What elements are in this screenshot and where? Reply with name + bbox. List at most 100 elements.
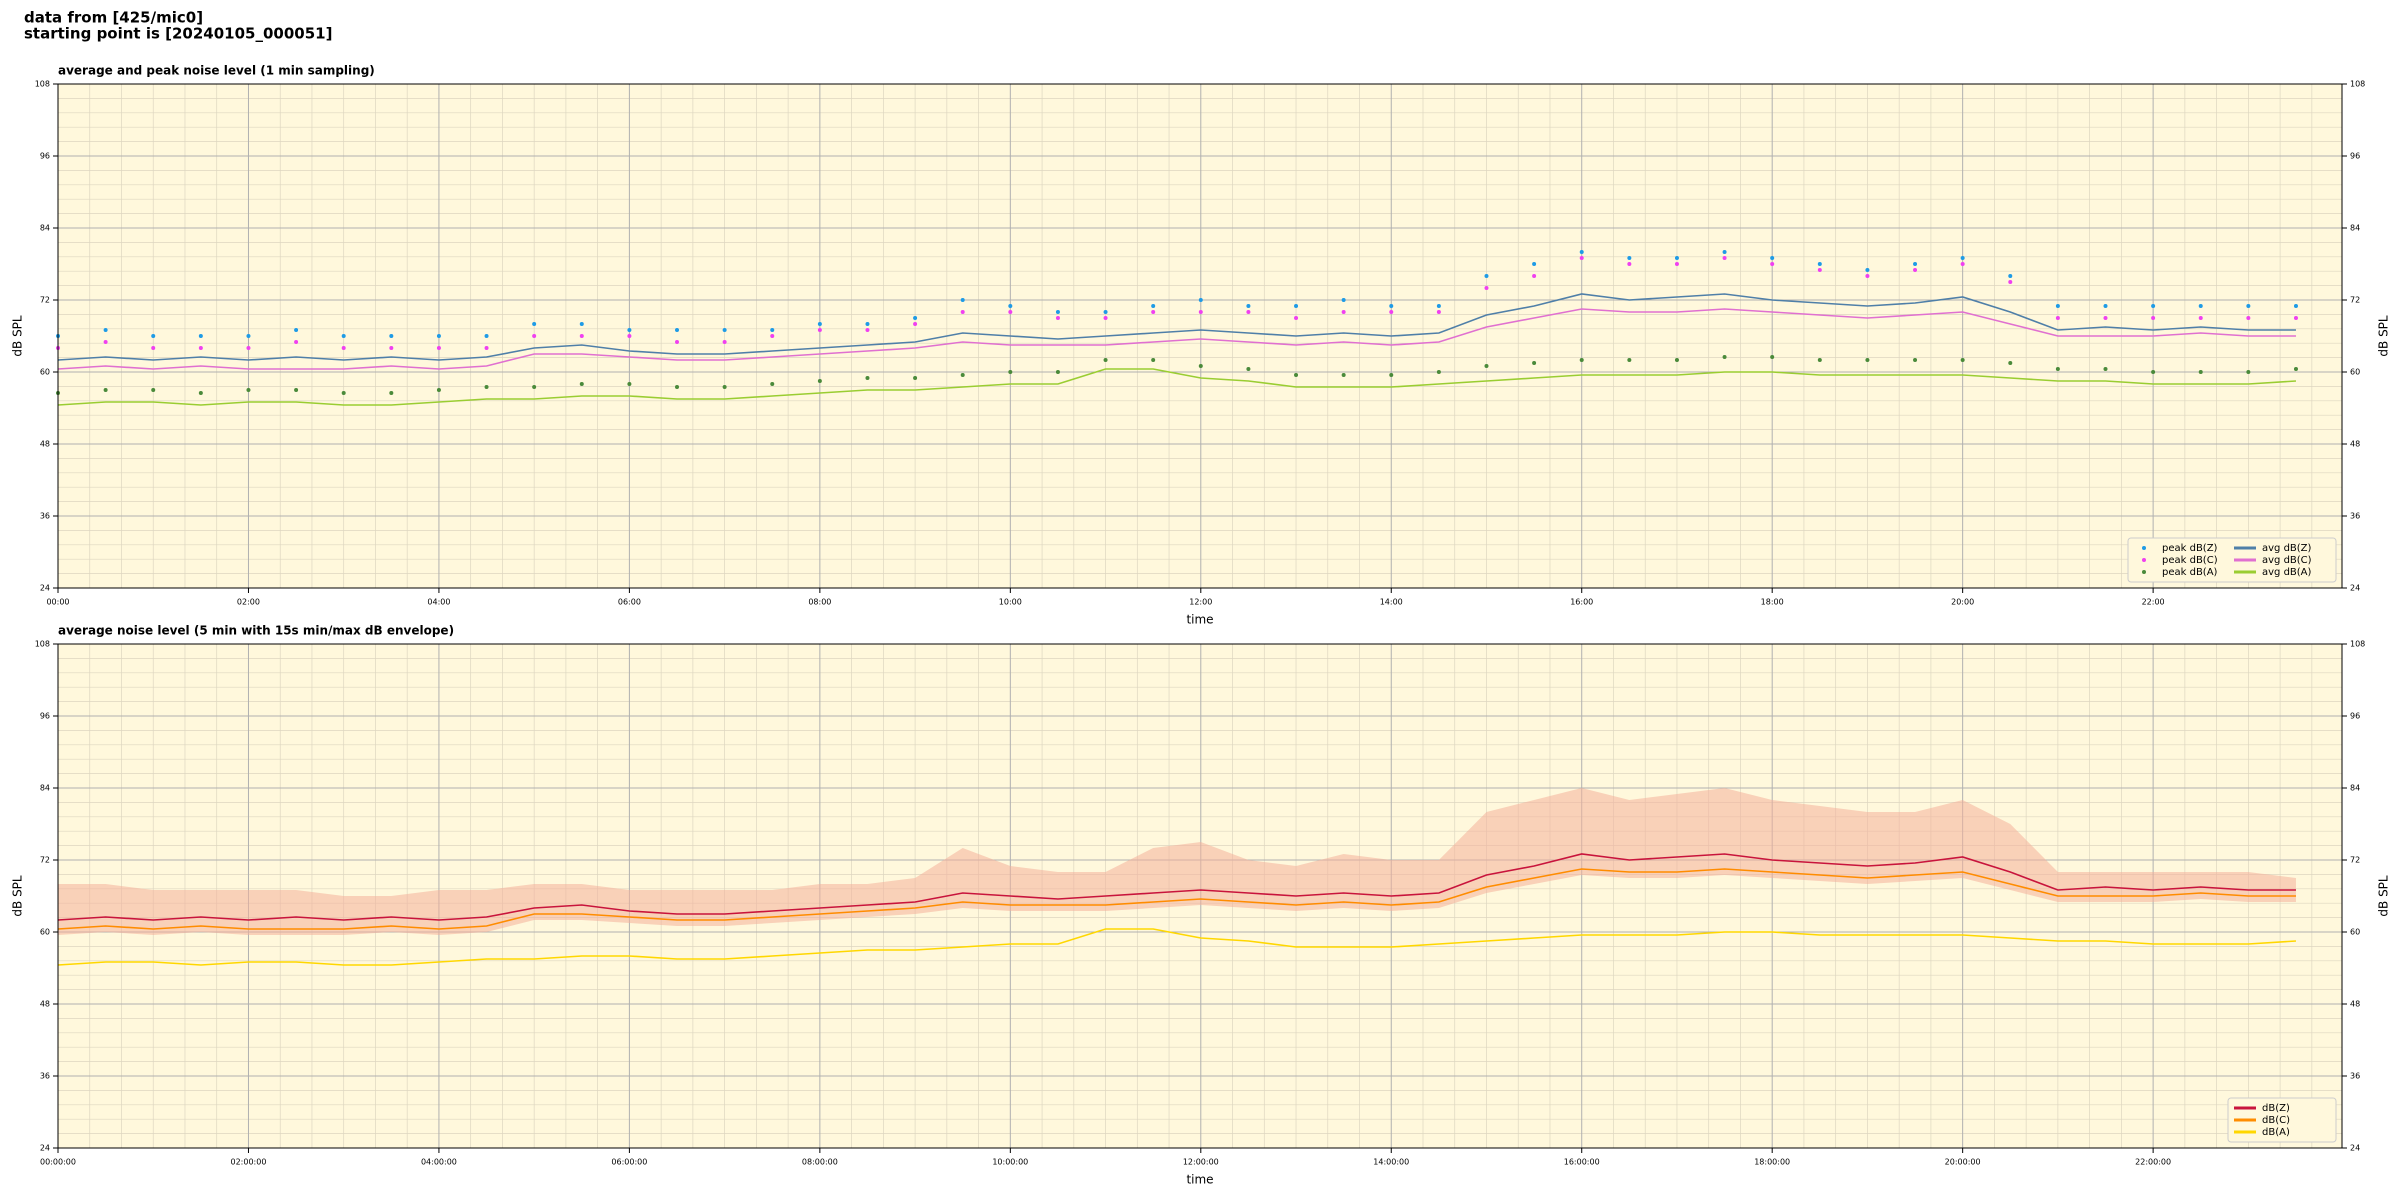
point [103, 328, 108, 332]
point [960, 373, 965, 377]
point [1960, 262, 1965, 266]
point [579, 382, 584, 386]
point [1674, 262, 1679, 266]
point [2151, 304, 2156, 308]
y-tick-label: 60 [2350, 368, 2360, 377]
point [1436, 310, 1441, 314]
point [1389, 310, 1394, 314]
y-tick-label: 108 [2350, 80, 2365, 89]
y-tick-label: 48 [2350, 1000, 2360, 1009]
y-tick-label: 24 [2350, 584, 2360, 593]
frame [57, 83, 2343, 589]
point [246, 388, 251, 392]
point [1627, 262, 1632, 266]
point [1198, 310, 1203, 314]
point [1341, 310, 1346, 314]
point [2055, 367, 2060, 371]
x-tick-label: 14:00:00 [1373, 1158, 1409, 1167]
point [627, 382, 632, 386]
line [57, 853, 2296, 921]
point [1151, 358, 1156, 362]
y-tick-label: 36 [2350, 512, 2360, 521]
y-tick-label: 84 [40, 784, 50, 793]
legend-label: dB(C) [2262, 1115, 2290, 1126]
point [1055, 310, 1060, 314]
point [2151, 370, 2156, 374]
point [246, 334, 251, 338]
point [532, 334, 537, 338]
point [1770, 256, 1775, 260]
legend-label: peak dB(Z) [2162, 543, 2218, 554]
point [2151, 316, 2156, 320]
point [1294, 304, 1299, 308]
point [2008, 361, 2013, 365]
point [341, 334, 346, 338]
point [1722, 256, 1727, 260]
y-axis-label: dB SPL [2377, 875, 2391, 917]
y-tick-label: 36 [2350, 1072, 2360, 1081]
point [722, 385, 727, 389]
point [103, 388, 108, 392]
chart-title: average noise level (5 min with 15s min/… [58, 624, 454, 638]
chart-title: average and peak noise level (1 min samp… [58, 64, 375, 78]
line [57, 368, 2297, 406]
point [198, 391, 203, 395]
point [1865, 274, 1870, 278]
y-tick-label: 72 [2350, 856, 2360, 865]
point [151, 388, 156, 392]
plot-area [58, 84, 2342, 588]
point [2103, 316, 2108, 320]
point [1246, 310, 1251, 314]
point [1055, 316, 1060, 320]
x-tick-label: 14:00 [1380, 598, 1403, 607]
y-tick-label: 36 [40, 1072, 50, 1081]
line [57, 928, 2297, 966]
point [1817, 268, 1822, 272]
point [722, 328, 727, 332]
point [1389, 373, 1394, 377]
legend-box [2127, 537, 2337, 583]
point [1865, 268, 1870, 272]
point [675, 385, 680, 389]
y-tick-label: 84 [2350, 224, 2360, 233]
y-tick-label: 60 [40, 368, 50, 377]
line [57, 293, 2296, 361]
point [770, 334, 775, 338]
point [960, 298, 965, 302]
x-tick-label: 18:00 [1761, 598, 1784, 607]
x-tick-label: 06:00 [618, 598, 641, 607]
point [770, 382, 775, 386]
point [1579, 250, 1584, 254]
y-tick-label: 72 [2350, 296, 2360, 305]
legend-label: dB(Z) [2262, 1103, 2290, 1114]
y-tick-label: 96 [2350, 712, 2360, 721]
x-tick-label: 08:00 [808, 598, 831, 607]
point [1198, 298, 1203, 302]
point [198, 334, 203, 338]
point [817, 328, 822, 332]
legend-label: avg dB(C) [2262, 555, 2312, 566]
point [770, 328, 775, 332]
point [484, 346, 489, 350]
point [1341, 298, 1346, 302]
point [294, 340, 299, 344]
point [1722, 355, 1727, 359]
point [1389, 304, 1394, 308]
x-tick-label: 10:00 [999, 598, 1022, 607]
legend-swatch [2142, 546, 2146, 550]
point [1579, 256, 1584, 260]
point [151, 346, 156, 350]
point [817, 322, 822, 326]
point [579, 322, 584, 326]
y-tick-label: 24 [40, 584, 50, 593]
x-tick-label: 02:00:00 [230, 1158, 266, 1167]
point [627, 334, 632, 338]
point [1722, 250, 1727, 254]
point [484, 334, 489, 338]
point [198, 346, 203, 350]
point [865, 376, 870, 380]
point [1913, 268, 1918, 272]
point [1008, 310, 1013, 314]
y-tick-label: 84 [2350, 784, 2360, 793]
